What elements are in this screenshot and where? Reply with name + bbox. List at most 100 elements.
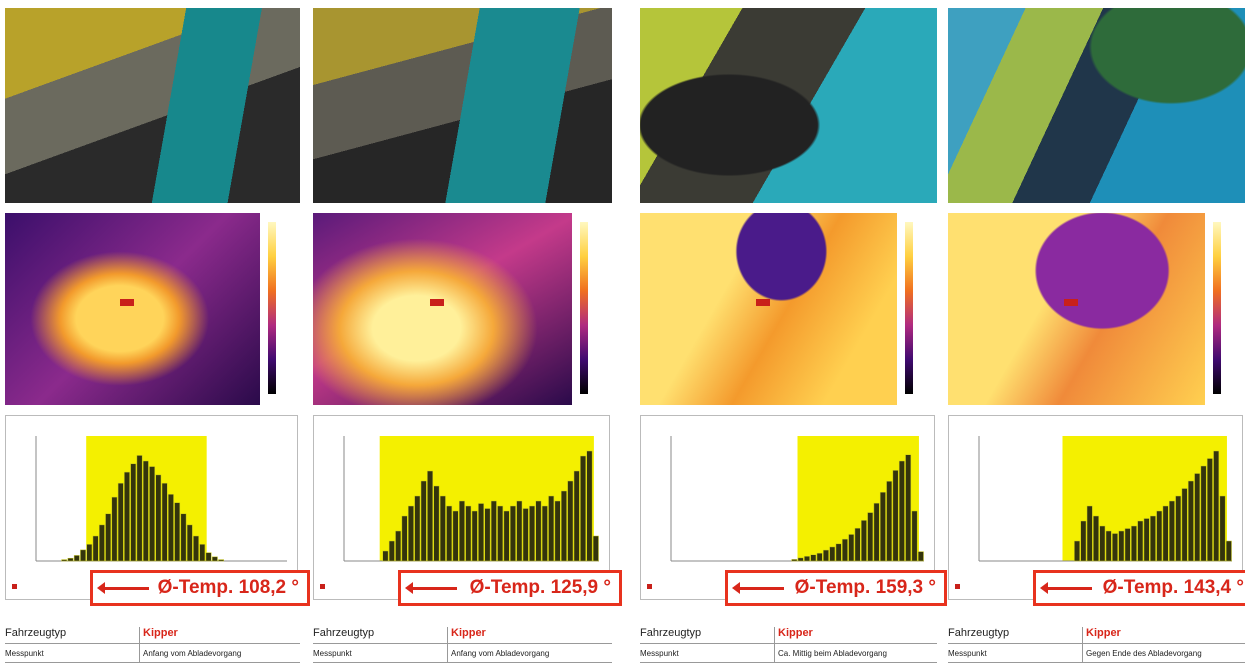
bar	[593, 536, 598, 561]
bar	[206, 553, 211, 561]
bar	[1157, 511, 1162, 561]
temperature-label: Ø-Temp. 159,3 °	[725, 570, 947, 606]
bar	[447, 506, 452, 561]
photo	[5, 8, 300, 203]
bar	[415, 496, 420, 561]
arrow	[738, 587, 784, 590]
bar	[868, 513, 873, 561]
bar	[830, 547, 835, 561]
bar	[466, 506, 471, 561]
bar	[823, 550, 828, 561]
bar	[568, 481, 573, 561]
row-rule	[640, 643, 937, 644]
bar	[1150, 516, 1155, 561]
bar	[836, 544, 841, 561]
row-rule	[313, 643, 612, 644]
legend-dot	[647, 584, 652, 589]
table-label: Fahrzeugtyp	[5, 627, 66, 639]
color-scale	[905, 222, 913, 394]
legend-dot	[12, 584, 17, 589]
table-label: Fahrzeugtyp	[313, 627, 374, 639]
bar	[408, 506, 413, 561]
bar	[459, 501, 464, 561]
marker	[756, 299, 770, 306]
bar	[510, 506, 515, 561]
bar	[68, 558, 73, 561]
bar	[861, 520, 866, 561]
thermal-image	[5, 213, 260, 405]
bar	[880, 492, 885, 561]
legend-dot	[955, 584, 960, 589]
bar	[536, 501, 541, 561]
table-label: Messpunkt	[313, 649, 352, 658]
bar	[842, 539, 847, 561]
bar	[1214, 451, 1219, 561]
table-label: Messpunkt	[948, 649, 987, 658]
bar	[912, 511, 917, 561]
bar	[187, 525, 192, 561]
bar	[792, 559, 797, 561]
bar	[383, 551, 388, 561]
color-scale	[1213, 222, 1221, 394]
table-label: Fahrzeugtyp	[948, 627, 1009, 639]
thermal-image	[640, 213, 897, 405]
bar	[498, 506, 503, 561]
bar	[1112, 534, 1117, 562]
bar	[561, 491, 566, 561]
bar	[118, 483, 123, 561]
bar	[491, 501, 496, 561]
photo	[313, 8, 612, 203]
col-rule	[139, 627, 140, 662]
table-label: Fahrzeugtyp	[640, 627, 701, 639]
histogram	[641, 416, 934, 566]
bar	[106, 514, 111, 561]
bar	[218, 560, 223, 561]
bar	[80, 550, 85, 561]
bar	[817, 553, 822, 561]
info-table: FahrzeugtypKipperMesspunktAnfang vom Abl…	[313, 627, 612, 662]
bar	[402, 516, 407, 561]
bar	[1081, 521, 1086, 561]
arrow	[411, 587, 457, 590]
bar	[131, 464, 136, 561]
bar	[389, 541, 394, 561]
bar	[504, 511, 509, 561]
bar	[1188, 481, 1193, 561]
arrow	[1046, 587, 1092, 590]
bar	[798, 558, 803, 561]
color-scale	[268, 222, 276, 394]
bar	[453, 511, 458, 561]
bar	[421, 481, 426, 561]
bar	[887, 481, 892, 561]
bar	[542, 506, 547, 561]
bar	[517, 501, 522, 561]
bar	[893, 470, 898, 561]
bar	[112, 497, 117, 561]
bar	[427, 471, 432, 561]
temperature-text: Ø-Temp. 159,3 °	[795, 577, 936, 599]
bar	[1163, 506, 1168, 561]
col-rule	[774, 627, 775, 662]
arrow	[103, 587, 149, 590]
bar	[1100, 526, 1105, 561]
table-value: Anfang vom Abladevorgang	[143, 649, 241, 658]
row-rule	[5, 643, 300, 644]
bar	[1169, 501, 1174, 561]
row-rule	[948, 643, 1245, 644]
bar	[478, 504, 483, 562]
bar	[99, 525, 104, 561]
bar	[175, 503, 180, 561]
temperature-label: Ø-Temp. 125,9 °	[398, 570, 622, 606]
bar	[181, 514, 186, 561]
table-label: Messpunkt	[5, 649, 44, 658]
bar	[472, 511, 477, 561]
bar	[555, 501, 560, 561]
bar	[124, 472, 129, 561]
table-value: Gegen Ende des Abladevorgang	[1086, 649, 1202, 658]
histogram	[949, 416, 1242, 566]
bar	[906, 455, 911, 561]
bar	[137, 455, 142, 561]
legend-dot	[320, 584, 325, 589]
bar	[1182, 489, 1187, 562]
